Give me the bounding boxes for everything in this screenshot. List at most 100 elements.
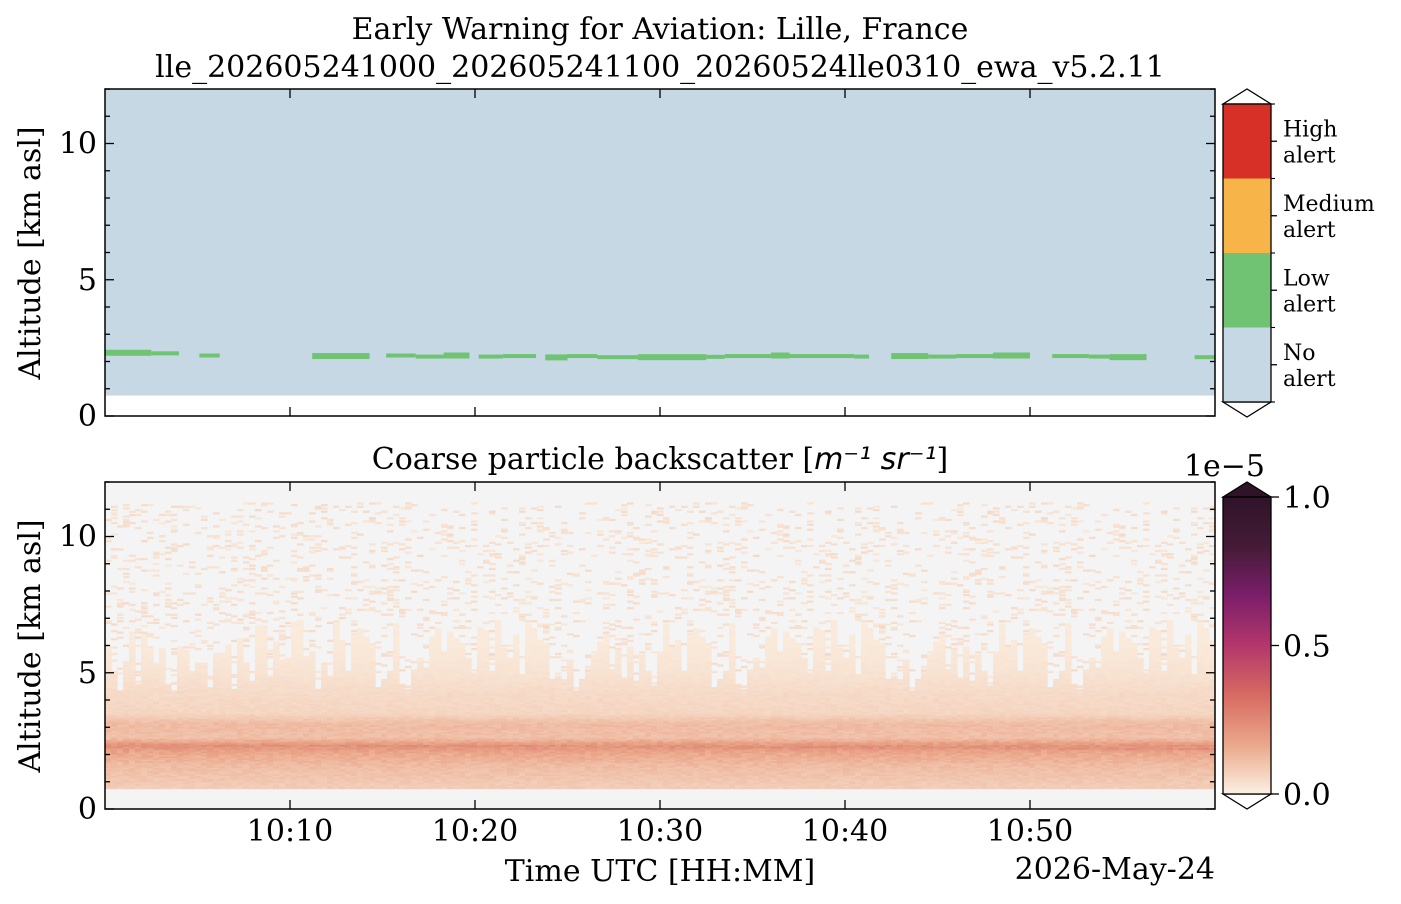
heatmap-cell xyxy=(333,754,340,757)
heatmap-cell xyxy=(177,755,184,759)
heatmap-cell xyxy=(273,710,280,713)
heatmap-cell xyxy=(327,729,334,732)
heatmap-cell xyxy=(129,754,136,757)
heatmap-cell xyxy=(129,664,136,667)
heatmap-cell xyxy=(303,685,310,688)
heatmap-cell xyxy=(267,760,274,764)
heatmap-cell xyxy=(411,690,418,693)
heatmap-cell xyxy=(165,736,172,739)
heatmap-cell xyxy=(243,687,250,690)
heatmap-cell xyxy=(339,780,346,783)
heatmap-cell xyxy=(303,705,310,708)
heatmap-cell xyxy=(183,685,190,688)
heatmap-cell xyxy=(249,783,256,786)
heatmap-cell xyxy=(273,654,280,657)
heatmap-cell xyxy=(201,746,208,749)
heatmap-cell xyxy=(339,546,346,549)
heatmap-cell xyxy=(351,698,358,701)
heatmap-cell xyxy=(231,597,238,600)
heatmap-cell xyxy=(225,736,232,739)
heatmap-cell xyxy=(213,764,220,767)
heatmap-cell xyxy=(339,736,346,739)
heatmap-cell xyxy=(303,765,310,768)
heatmap-cell xyxy=(345,747,352,750)
heatmap-cell xyxy=(141,672,148,675)
heatmap-cell xyxy=(219,665,226,669)
heatmap-cell xyxy=(297,750,304,754)
heatmap-cell xyxy=(333,674,340,677)
heatmap-cell xyxy=(309,662,316,665)
heatmap-cell xyxy=(183,755,190,759)
heatmap-cell xyxy=(291,780,298,783)
heatmap-cell xyxy=(333,749,340,752)
heatmap-cell xyxy=(135,726,142,729)
heatmap-cell xyxy=(327,785,334,788)
low-alert-segment xyxy=(1109,354,1147,361)
heatmap-cell xyxy=(207,767,214,770)
heatmap-cell xyxy=(153,732,160,736)
heatmap-cell xyxy=(105,711,112,714)
heatmap-cell xyxy=(339,734,346,737)
heatmap-cell xyxy=(153,737,160,741)
heatmap-cell xyxy=(345,683,352,687)
heatmap-cell xyxy=(387,593,394,597)
heatmap-cell xyxy=(135,762,142,765)
heatmap-cell xyxy=(153,693,160,696)
heatmap-cell xyxy=(219,675,226,678)
heatmap-cell xyxy=(309,718,316,721)
colorbar-segment xyxy=(1223,253,1271,328)
heatmap-cell xyxy=(393,626,400,629)
heatmap-cell xyxy=(345,703,352,706)
heatmap-cell xyxy=(249,687,256,690)
heatmap-cell xyxy=(267,775,274,778)
heatmap-cell xyxy=(339,721,346,724)
heatmap-cell xyxy=(315,765,322,768)
heatmap-cell xyxy=(207,693,214,696)
heatmap-cell xyxy=(297,701,304,705)
heatmap-cell xyxy=(291,577,298,580)
heatmap-cell xyxy=(153,708,160,711)
heatmap-cell xyxy=(417,721,424,724)
heatmap-cell xyxy=(201,672,208,675)
heatmap-cell xyxy=(291,734,298,737)
heatmap-cell xyxy=(237,703,244,706)
heatmap-cell xyxy=(213,741,220,744)
heatmap-cell xyxy=(363,638,370,641)
heatmap-cell xyxy=(321,755,328,759)
heatmap-cell xyxy=(375,729,382,732)
heatmap-cell xyxy=(111,522,118,525)
heatmap-cell xyxy=(219,680,226,683)
heatmap-cell xyxy=(237,749,244,752)
heatmap-cell xyxy=(369,754,376,757)
heatmap-cell xyxy=(261,661,268,664)
heatmap-cell xyxy=(189,780,196,783)
heatmap-cell xyxy=(393,701,400,705)
heatmap-cell xyxy=(207,711,214,714)
heatmap-cell xyxy=(153,764,160,767)
heatmap-cell xyxy=(255,780,262,783)
heatmap-cell xyxy=(201,780,208,783)
heatmap-cell xyxy=(255,723,262,726)
heatmap-cell xyxy=(351,772,358,775)
heatmap-cell xyxy=(297,708,304,711)
heatmap-cell xyxy=(243,768,250,772)
heatmap-cell xyxy=(165,760,172,764)
heatmap-cell xyxy=(225,710,232,713)
heatmap-cell xyxy=(201,603,208,607)
heatmap-cell xyxy=(219,785,226,788)
heatmap-cell xyxy=(243,705,250,708)
heatmap-cell xyxy=(291,710,298,713)
heatmap-cell xyxy=(219,724,226,728)
heatmap-cell xyxy=(309,644,316,647)
heatmap-cell xyxy=(225,719,232,723)
heatmap-cell xyxy=(381,705,388,708)
heatmap-cell xyxy=(255,719,262,723)
heatmap-cell xyxy=(411,762,418,765)
heatmap-cell xyxy=(411,749,418,752)
heatmap-cell xyxy=(123,697,130,700)
heatmap-cell xyxy=(273,602,280,605)
heatmap-cell xyxy=(327,726,334,729)
heatmap-cell xyxy=(375,512,382,515)
heatmap-cell xyxy=(231,749,238,752)
